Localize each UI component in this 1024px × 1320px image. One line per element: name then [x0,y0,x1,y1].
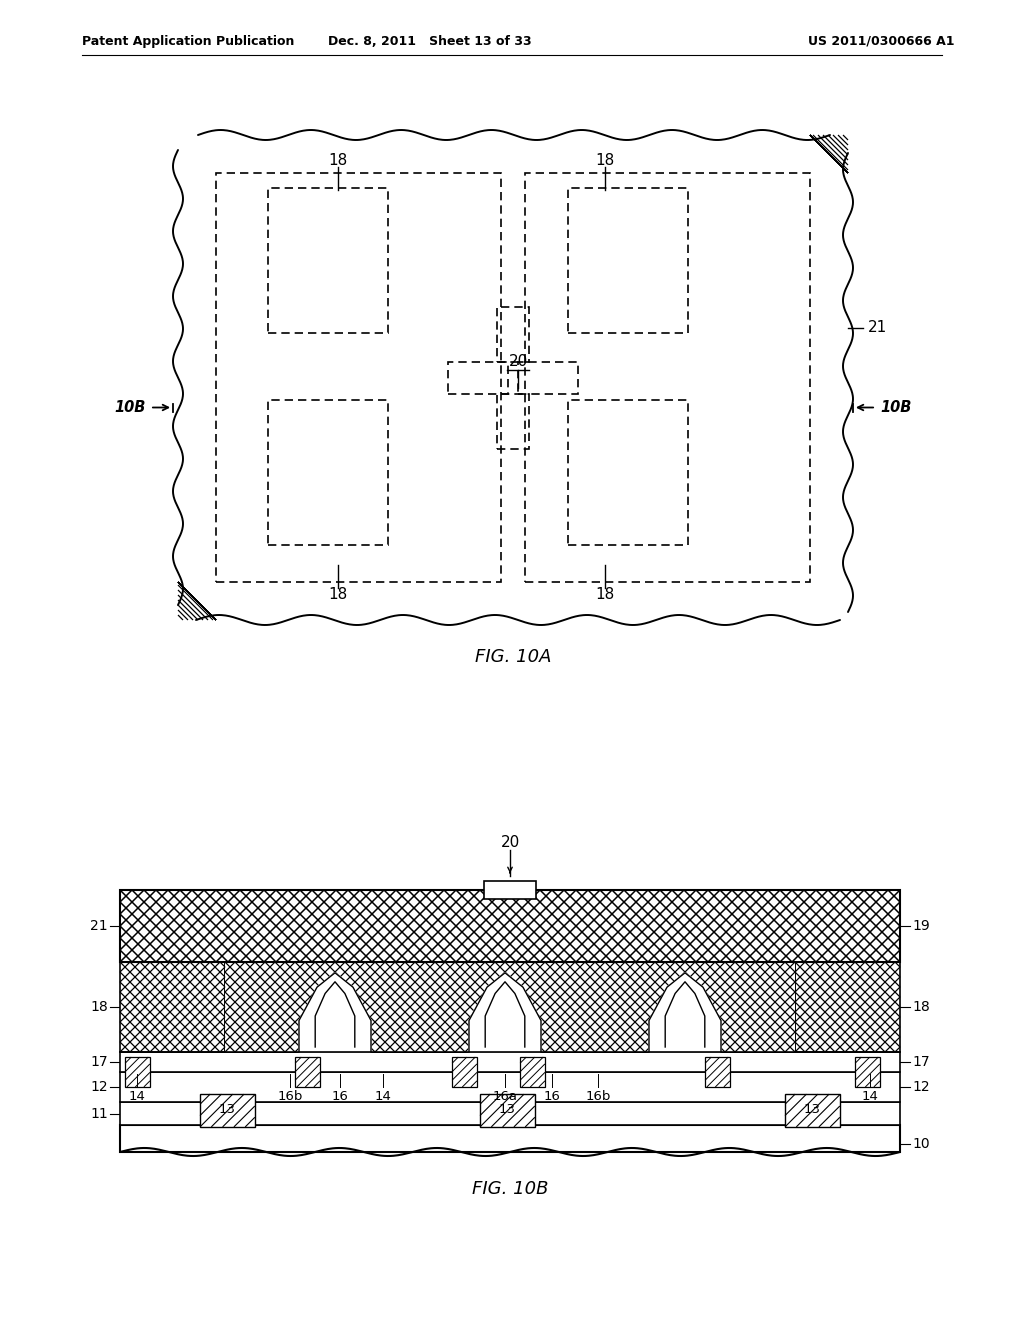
Bar [216,173,501,582]
Bar [518,362,578,393]
Bar [120,890,900,962]
Bar [568,187,688,333]
Polygon shape [299,973,371,1052]
Text: 11: 11 [90,1106,108,1121]
Text: 18: 18 [595,153,614,168]
Bar [120,1072,900,1102]
Text: 19: 19 [912,919,930,933]
Bar [497,393,529,449]
Polygon shape [469,973,541,1052]
Bar [705,1057,730,1086]
Text: 10B: 10B [880,400,911,414]
Bar [120,1125,900,1152]
Text: 13: 13 [499,1104,516,1115]
Bar [497,306,529,362]
Bar [785,1094,840,1127]
Bar [225,962,795,1052]
Bar [480,1094,535,1127]
Text: 10: 10 [912,1137,930,1151]
Bar [449,362,508,393]
Text: 18: 18 [912,1001,930,1014]
Text: US 2011/0300666 A1: US 2011/0300666 A1 [809,36,955,48]
Text: 12: 12 [912,1080,930,1094]
Bar [125,1057,150,1086]
Bar [295,1057,319,1086]
Text: 21: 21 [90,919,108,933]
Polygon shape [666,982,705,1047]
Text: 17: 17 [912,1055,930,1069]
Bar [268,187,388,333]
Text: 21: 21 [868,319,887,335]
Text: FIG. 10B: FIG. 10B [472,1180,548,1199]
Text: 14: 14 [129,1090,145,1104]
Text: 20: 20 [508,355,527,370]
Polygon shape [315,982,354,1047]
Text: 14: 14 [375,1090,391,1104]
Bar [268,400,388,545]
Text: 18: 18 [90,1001,108,1014]
Bar [484,880,536,899]
Text: 16a: 16a [493,1090,517,1104]
Bar [200,1094,255,1127]
Text: 13: 13 [219,1104,236,1115]
Bar [855,1057,880,1086]
Text: 16: 16 [332,1090,348,1104]
Text: 10B: 10B [115,400,146,414]
Text: 17: 17 [90,1055,108,1069]
Text: 18: 18 [595,587,614,602]
Text: 12: 12 [90,1080,108,1094]
Text: FIG. 10A: FIG. 10A [475,648,551,667]
Text: 18: 18 [329,153,347,168]
Bar [120,962,225,1052]
Bar [795,962,900,1052]
Bar [120,1102,900,1125]
Text: 20: 20 [501,836,519,850]
Text: 13: 13 [804,1104,821,1115]
Bar [120,1052,900,1072]
Polygon shape [649,973,721,1052]
Text: 16: 16 [544,1090,560,1104]
Bar [520,1057,545,1086]
Bar [525,173,810,582]
Text: 14: 14 [861,1090,879,1104]
Text: 18: 18 [329,587,347,602]
Bar [568,400,688,545]
Bar [225,962,795,1052]
Text: Dec. 8, 2011   Sheet 13 of 33: Dec. 8, 2011 Sheet 13 of 33 [328,36,531,48]
Bar [452,1057,477,1086]
Text: Patent Application Publication: Patent Application Publication [82,36,294,48]
Polygon shape [485,982,524,1047]
Text: 16b: 16b [278,1090,303,1104]
Text: 16b: 16b [586,1090,610,1104]
